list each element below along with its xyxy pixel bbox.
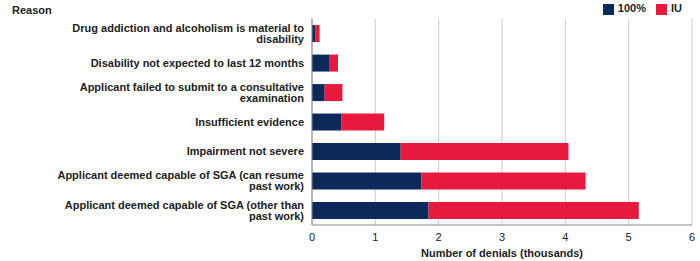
html-text:100%: 100%: [617, 2, 646, 14]
svg-text:Applicant deemed capable of SG: Applicant deemed capable of SGA (can res…: [57, 169, 304, 192]
html-text:Reason: Reason: [12, 4, 52, 16]
svg-text:1: 1: [372, 231, 378, 243]
svg-text:6: 6: [689, 231, 692, 243]
svg-text:2: 2: [436, 231, 442, 243]
svg-text:4: 4: [562, 231, 568, 243]
svg-text:Disability not expected to las: Disability not expected to last 12 month…: [91, 57, 304, 69]
svg-text:Applicant failed to submit to: Applicant failed to submit to a consulta…: [80, 81, 305, 104]
svg-text:Insufficient evidence: Insufficient evidence: [195, 116, 304, 128]
svg-text:5: 5: [626, 231, 632, 243]
svg-text:Drug addiction and alcoholism: Drug addiction and alcoholism is materia…: [72, 22, 305, 45]
svg-text:Number of denials (thousands): Number of denials (thousands): [421, 247, 583, 259]
svg-text:Applicant deemed capable of SG: Applicant deemed capable of SGA (other t…: [65, 199, 305, 222]
svg-text:Impairment not severe: Impairment not severe: [187, 145, 304, 157]
svg-text:3: 3: [499, 231, 505, 243]
html-text:IU: IU: [671, 2, 682, 14]
svg-text:0: 0: [309, 231, 315, 243]
